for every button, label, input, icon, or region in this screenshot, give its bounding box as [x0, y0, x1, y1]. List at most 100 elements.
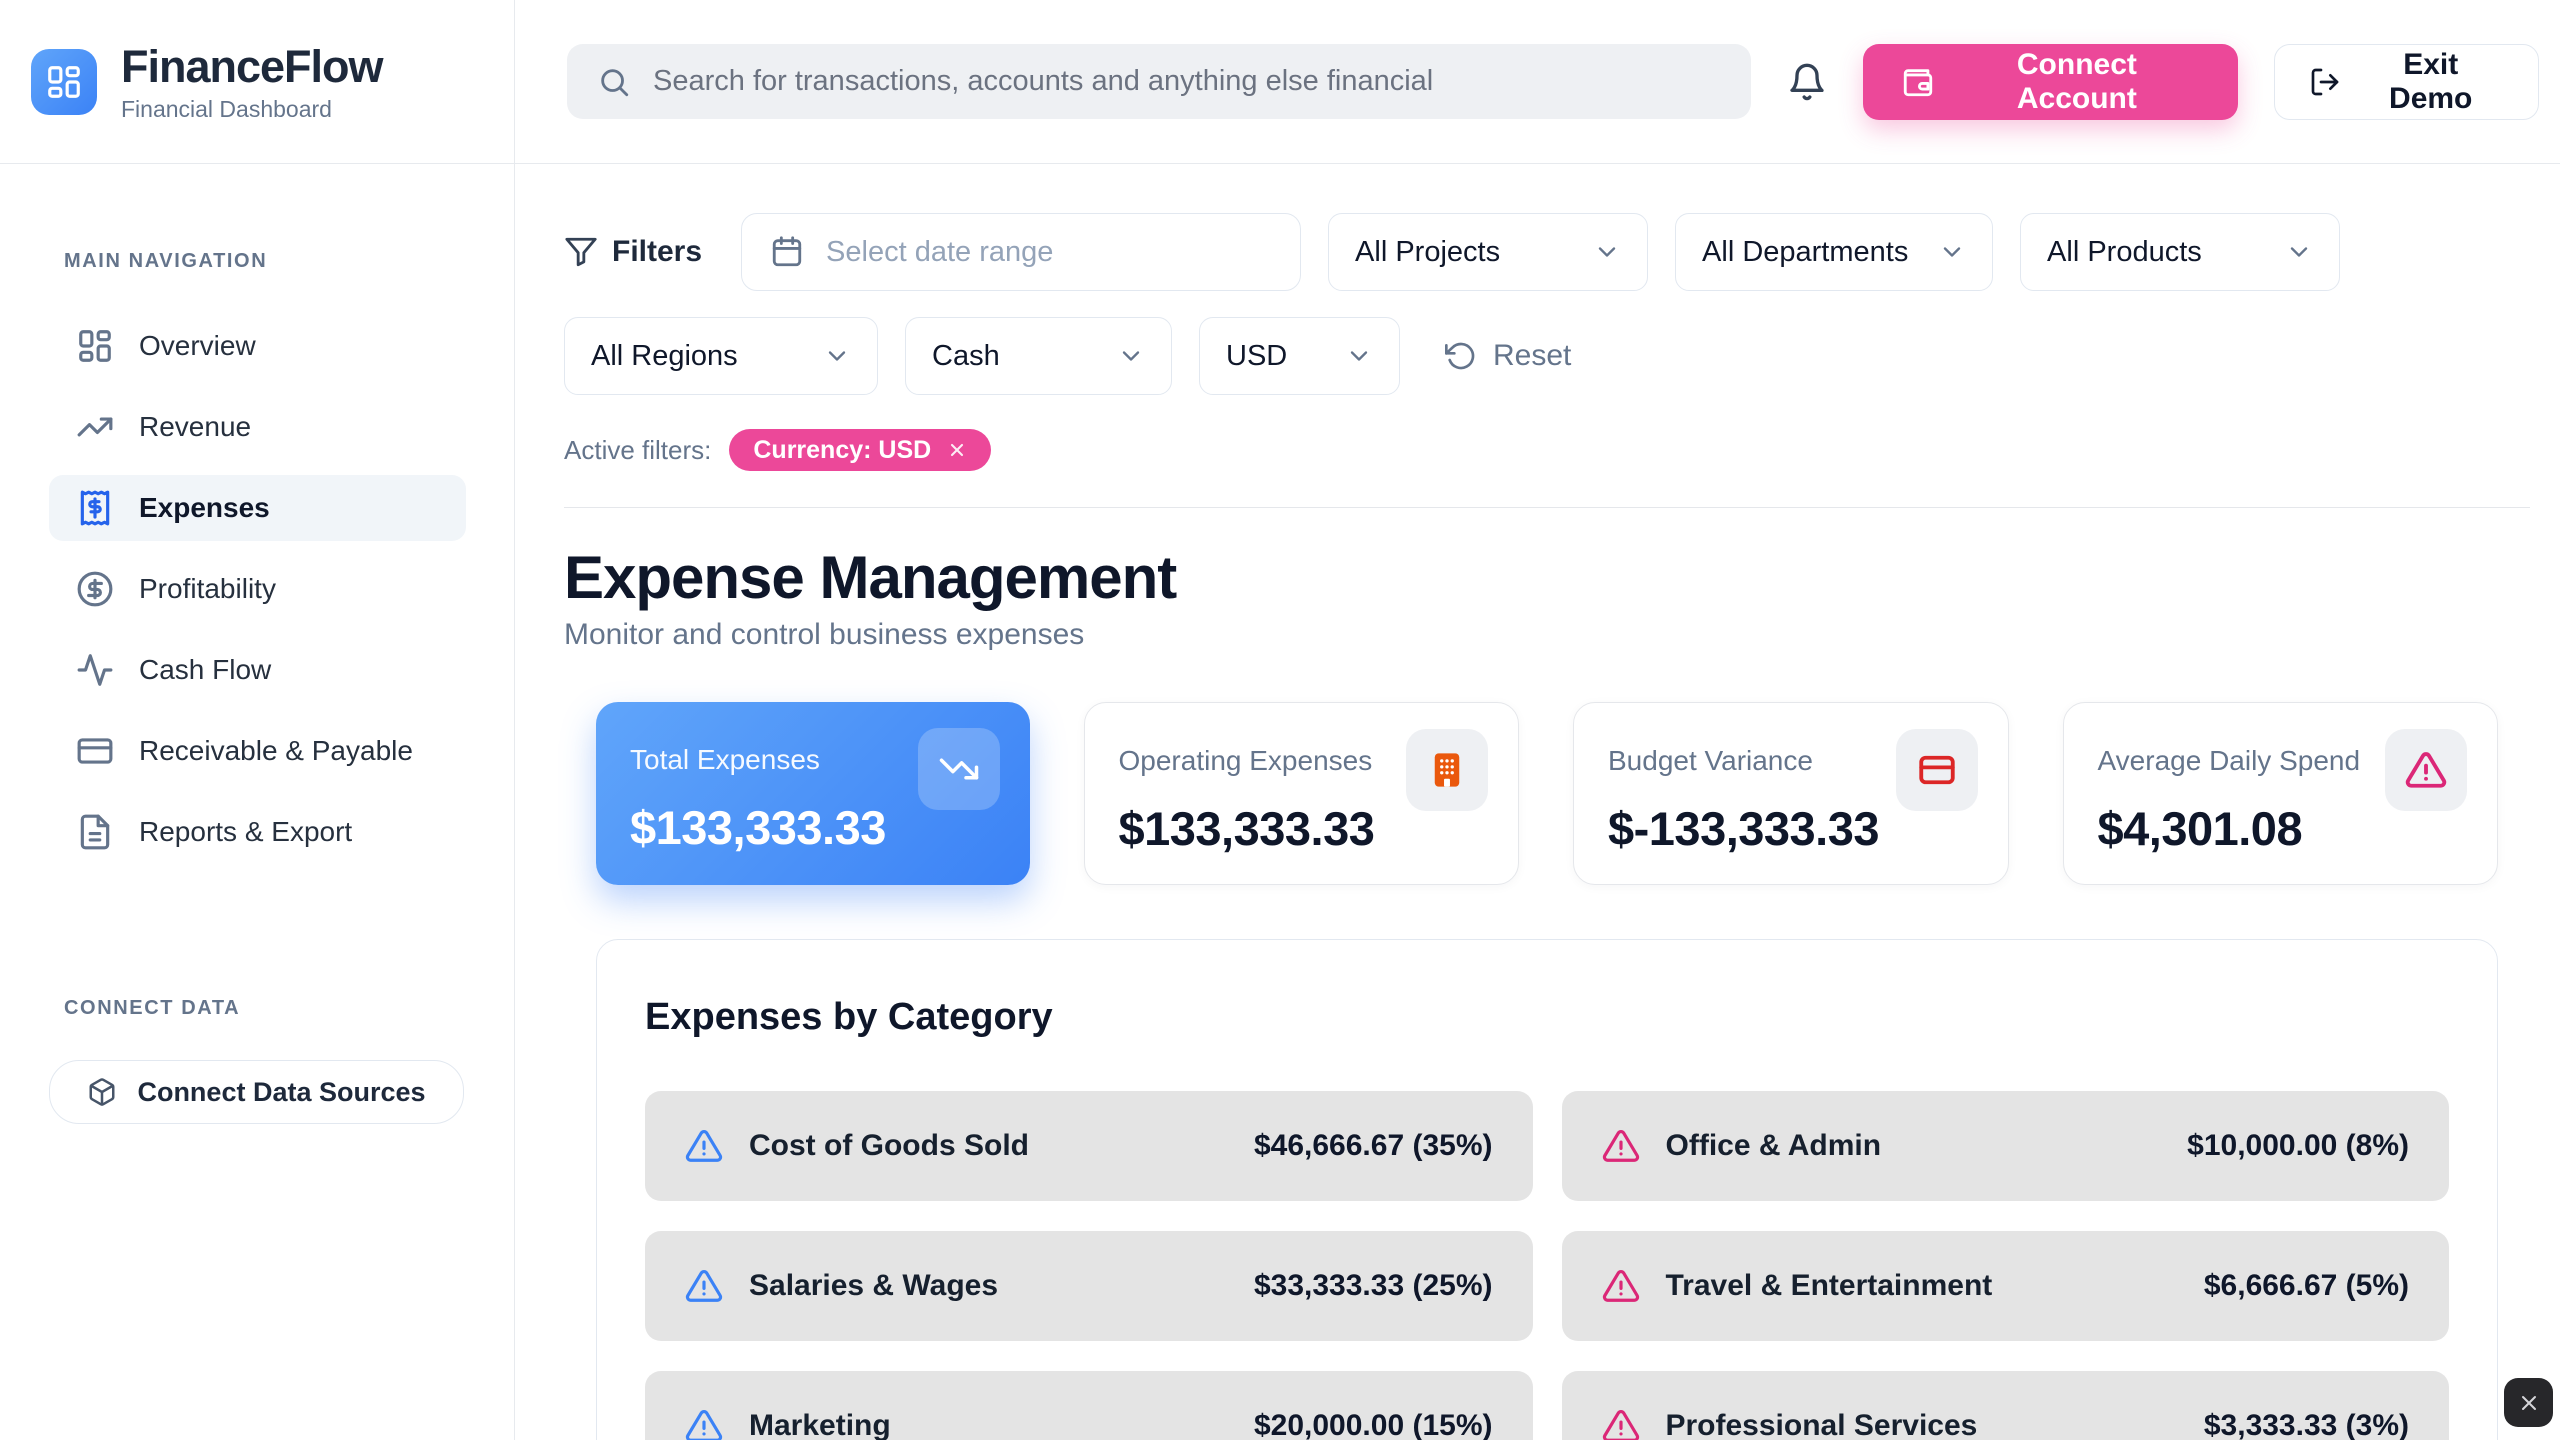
sidebar-item-overview[interactable]: Overview	[49, 313, 466, 379]
stat-label: Total Expenses	[630, 744, 820, 775]
projects-select-value: All Projects	[1355, 235, 1501, 268]
category-label: Professional Services	[1665, 1409, 1978, 1440]
category-row-cost-of-goods-sold[interactable]: Cost of Goods Sold $46,666.67 (35%)	[645, 1091, 1533, 1201]
alert-triangle-icon	[1602, 1127, 1640, 1165]
alert-triangle-icon	[685, 1407, 723, 1440]
brand-header: FinanceFlow Financial Dashboard	[0, 0, 514, 164]
package-icon	[87, 1077, 117, 1107]
stat-card-operating-expenses[interactable]: Operating Expenses $133,333.33	[1083, 702, 1519, 885]
building-icon	[1406, 729, 1488, 811]
reset-label: Reset	[1493, 339, 1572, 372]
regions-select[interactable]: All Regions	[564, 317, 878, 395]
category-row-marketing[interactable]: Marketing $20,000.00 (15%)	[645, 1371, 1533, 1440]
close-overlay-button[interactable]	[2504, 1378, 2553, 1427]
sidebar-item-receivable-payable[interactable]: Receivable & Payable	[49, 718, 466, 784]
sidebar-item-label: Reports & Export	[139, 816, 353, 847]
brand-subtitle: Financial Dashboard	[121, 95, 332, 122]
search-icon	[597, 65, 631, 99]
date-range-input[interactable]: Select date range	[741, 213, 1302, 291]
chevron-down-icon	[1938, 238, 1966, 266]
stat-cards-row: Total Expenses $133,333.33 Operating Exp…	[596, 702, 2498, 885]
departments-select[interactable]: All Departments	[1675, 213, 1994, 291]
trending-down-icon	[917, 728, 1000, 810]
products-select[interactable]: All Products	[2020, 213, 2341, 291]
sidebar-item-reports-export[interactable]: Reports & Export	[49, 799, 466, 865]
page-title: Expense Management	[564, 544, 1177, 611]
sidebar-item-label: Profitability	[139, 573, 276, 604]
reset-filters-button[interactable]: Reset	[1445, 339, 1571, 373]
expenses-by-category-card: Expenses by Category Cost of Goods Sold …	[596, 939, 2498, 1440]
alert-triangle-icon	[1602, 1407, 1640, 1440]
payment-method-select[interactable]: Cash	[905, 317, 1172, 395]
page-subtitle: Monitor and control business expenses	[564, 618, 1085, 651]
filters-title: Filters	[612, 235, 703, 268]
search-bar[interactable]	[567, 44, 1752, 119]
main-area: Connect Account Exit Demo Filters Select…	[515, 0, 2560, 1440]
chevron-down-icon	[1345, 342, 1373, 370]
sidebar-item-profitability[interactable]: Profitability	[49, 556, 466, 622]
stat-card-average-daily-spend[interactable]: Average Daily Spend $4,301.08	[2062, 702, 2498, 885]
stat-value: $4,301.08	[2097, 802, 2303, 855]
app-logo	[31, 48, 97, 115]
filters-label: Filters	[564, 235, 702, 269]
circle-dollar-icon	[76, 570, 114, 608]
category-value: $10,000.00 (8%)	[2187, 1129, 2409, 1162]
stat-card-total-expenses[interactable]: Total Expenses $133,333.33	[596, 702, 1030, 885]
activity-icon	[76, 651, 114, 689]
sidebar-item-expenses[interactable]: Expenses	[49, 475, 466, 541]
stat-card-budget-variance[interactable]: Budget Variance $-133,333.33	[1573, 702, 2009, 885]
category-row-salaries-wages[interactable]: Salaries & Wages $33,333.33 (25%)	[645, 1231, 1533, 1341]
trending-up-icon	[76, 408, 114, 446]
date-range-placeholder: Select date range	[826, 235, 1054, 268]
page-content: Filters Select date range All Projects A…	[515, 164, 2560, 1440]
credit-card-icon	[1895, 729, 1978, 811]
file-text-icon	[76, 813, 114, 851]
x-icon[interactable]	[947, 440, 967, 460]
currency-filter-chip[interactable]: Currency: USD	[729, 429, 992, 471]
connect-button-label: Connect Data Sources	[137, 1076, 426, 1107]
log-out-icon	[2309, 66, 2341, 98]
connect-section-heading: CONNECT DATA	[64, 997, 241, 1019]
category-row-travel-entertainment[interactable]: Travel & Entertainment $6,666.67 (5%)	[1561, 1231, 2449, 1341]
wallet-icon	[1901, 65, 1935, 99]
chevron-down-icon	[2285, 238, 2313, 266]
stat-label: Average Daily Spend	[2097, 745, 2361, 776]
category-row-professional-services[interactable]: Professional Services $3,333.33 (3%)	[1561, 1371, 2449, 1440]
category-label: Salaries & Wages	[749, 1269, 999, 1302]
connect-account-label: Connect Account	[2016, 47, 2137, 115]
connect-data-sources-button[interactable]: Connect Data Sources	[49, 1060, 464, 1124]
filters-row-2: All Regions Cash USD Reset	[564, 317, 2530, 395]
notifications-button[interactable]	[1787, 62, 1827, 102]
filters-row-1: Filters Select date range All Projects A…	[564, 213, 2530, 291]
category-label: Travel & Entertainment	[1665, 1269, 1993, 1302]
projects-select[interactable]: All Projects	[1328, 213, 1649, 291]
exit-demo-button[interactable]: Exit Demo	[2274, 43, 2540, 120]
bell-icon	[1787, 62, 1827, 102]
chevron-down-icon	[1593, 238, 1621, 266]
connect-account-button[interactable]: Connect Account	[1863, 43, 2239, 120]
category-row-office-admin[interactable]: Office & Admin $10,000.00 (8%)	[1561, 1091, 2449, 1201]
alert-triangle-icon	[1602, 1267, 1640, 1305]
stat-value: $-133,333.33	[1608, 802, 1880, 855]
stat-label: Budget Variance	[1608, 745, 1813, 776]
funnel-icon	[564, 235, 598, 269]
payment-method-select-value: Cash	[932, 339, 1000, 372]
category-value: $33,333.33 (25%)	[1253, 1269, 1493, 1302]
alert-triangle-icon	[2385, 729, 2467, 811]
chip-label: Currency: USD	[753, 435, 932, 464]
currency-select[interactable]: USD	[1199, 317, 1400, 395]
search-input[interactable]	[653, 65, 1722, 98]
sidebar-item-label: Expenses	[139, 492, 270, 523]
sidebar-item-label: Overview	[139, 330, 256, 361]
active-filters-label: Active filters:	[564, 434, 712, 465]
rotate-ccw-icon	[1445, 340, 1477, 372]
sidebar-item-cash-flow[interactable]: Cash Flow	[49, 637, 466, 703]
sidebar: FinanceFlow Financial Dashboard MAIN NAV…	[0, 0, 515, 1440]
stat-label: Operating Expenses	[1118, 745, 1373, 776]
sidebar-item-revenue[interactable]: Revenue	[49, 394, 466, 460]
category-label: Office & Admin	[1665, 1129, 1882, 1162]
currency-select-value: USD	[1226, 339, 1288, 372]
category-label: Marketing	[749, 1409, 891, 1440]
chevron-down-icon	[823, 342, 851, 370]
